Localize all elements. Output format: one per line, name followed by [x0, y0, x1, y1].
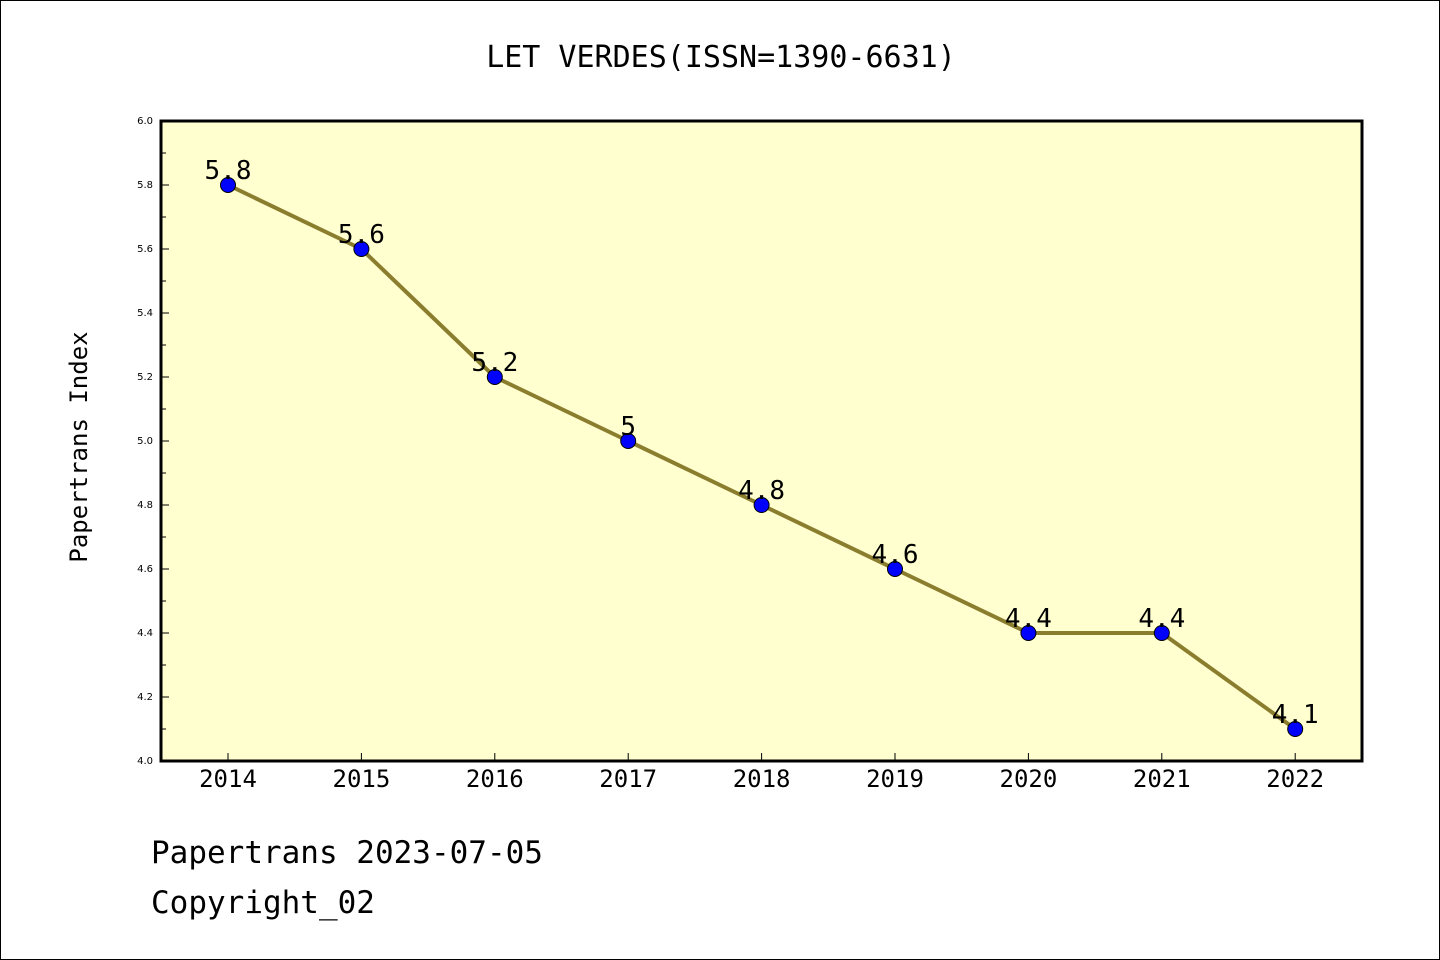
data-label: 5.2 [471, 348, 518, 378]
y-tick-label: 6.0 [137, 116, 153, 127]
y-tick-label: 5.6 [137, 244, 153, 255]
footer-date-line: Papertrans 2023-07-05 [151, 835, 543, 871]
y-tick-label: 5.2 [137, 372, 153, 383]
y-tick-label: 4.4 [137, 628, 153, 639]
x-tick-label: 2018 [733, 765, 791, 793]
x-axis-ticks: 2014 2015 2016 2017 2018 2019 2020 2021 2022 [199, 753, 1324, 793]
x-tick-label: 2014 [199, 765, 257, 793]
y-tick-label: 4.8 [137, 500, 153, 511]
data-label: 4.1 [1272, 700, 1319, 730]
x-tick-label: 2017 [599, 765, 657, 793]
footer-copyright-line: Copyright_02 [151, 885, 375, 921]
data-point-marker [620, 433, 637, 449]
y-tick-label: 4.0 [137, 756, 153, 767]
data-point-marker [1020, 625, 1037, 641]
x-tick-label: 2022 [1266, 765, 1324, 793]
data-label: 4.4 [1138, 604, 1185, 634]
marker-layer [220, 177, 1304, 737]
y-tick-label: 4.6 [137, 564, 153, 575]
data-label-layer: 5.8 5.6 5.2 5 4.8 4.6 4.4 4.4 4.1 [205, 156, 1319, 730]
chart-title: LET VERDES(ISSN=1390-6631) [486, 40, 956, 75]
plot-area [159, 119, 1364, 763]
y-axis-ticks: 4.0 4.2 4.4 4.6 4.8 5.0 5.2 5.4 5.6 5.8 6.0 [137, 116, 169, 767]
data-point-marker [353, 241, 370, 257]
data-label: 4.8 [738, 476, 785, 506]
data-point-marker [486, 369, 503, 385]
y-tick-label: 5.0 [137, 436, 153, 447]
data-label: 5.8 [205, 156, 252, 186]
data-label: 5 [620, 412, 636, 442]
data-point-marker [1153, 625, 1170, 641]
x-tick-label: 2016 [466, 765, 524, 793]
data-label: 4.4 [1005, 604, 1052, 634]
y-axis-label: Papertrans Index [65, 331, 93, 562]
x-tick-label: 2019 [866, 765, 924, 793]
data-label: 4.6 [872, 540, 919, 570]
x-tick-label: 2015 [333, 765, 391, 793]
data-point-marker [887, 561, 903, 577]
y-tick-label: 5.4 [137, 308, 153, 319]
data-point-marker [753, 497, 770, 513]
data-point-marker [220, 177, 236, 193]
x-tick-label: 2021 [1133, 765, 1191, 793]
y-tick-label: 4.2 [137, 692, 153, 703]
y-tick-label: 5.8 [137, 180, 153, 191]
data-label: 5.6 [338, 220, 385, 250]
x-tick-label: 2020 [1000, 765, 1058, 793]
data-point-marker [1287, 721, 1304, 737]
